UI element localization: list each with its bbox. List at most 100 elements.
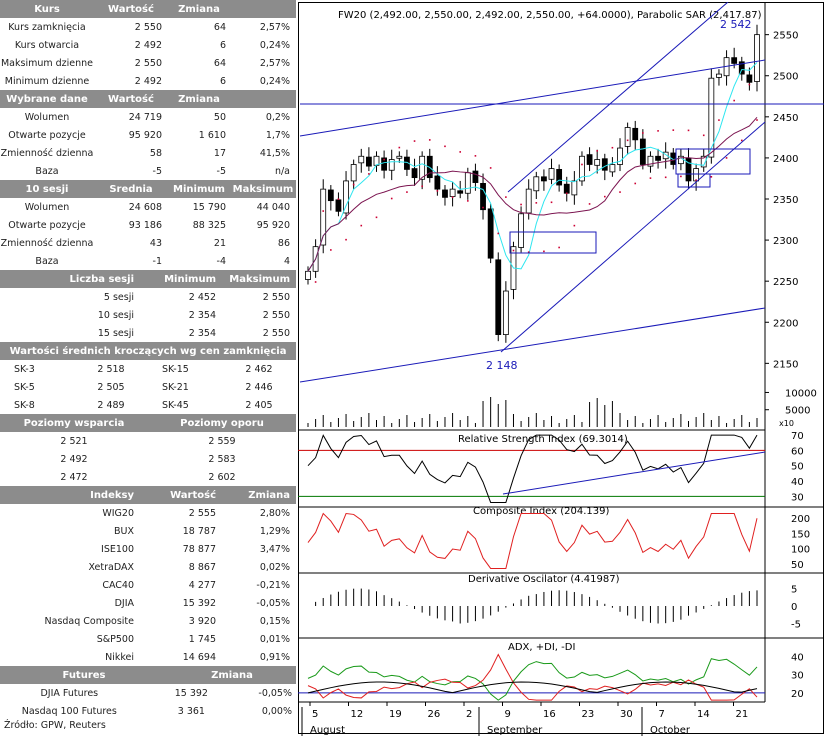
parabolic-sar-dot [360,224,363,227]
candle-body [632,127,639,141]
table-row: 10 sesji 2 354 2 550 [0,306,296,324]
chart-frame [298,2,824,734]
annotation-high: 2 542 [720,18,752,31]
header-cell: Minimum [173,183,225,195]
parabolic-sar-dot [482,206,484,209]
header-cell: Wartość [108,93,154,105]
table-cell: 2 489 [97,399,125,411]
table-row: 5 sesji 2 452 2 550 [0,288,296,306]
candle-body [708,77,715,158]
table-cell: 88 325 [192,219,226,231]
candle-body [343,180,349,214]
volume-scale-label: x10 [779,419,794,428]
rsi-trend-line [502,451,766,495]
table-cell: Otwarte pozycje [8,219,86,231]
header-cell: Futures [62,669,106,681]
parabolic-sar-dot [489,167,492,169]
parabolic-sar-dot [398,146,401,149]
parabolic-sar-dot [558,246,560,249]
parabolic-sar-dot [467,200,469,202]
parabolic-sar-dot [543,250,545,253]
parabolic-sar-dot [383,158,385,161]
table-cell: Maksimum dzienne [0,57,94,69]
candle-body [495,259,502,335]
candle-body [419,155,426,180]
table-header: Indeksy Wartość Zmiana [0,486,296,504]
x-tick-label: 21 [736,709,749,720]
table-cell: 2 492 [134,39,162,51]
parabolic-sar-dot [459,151,462,153]
table-header: Futures Zmiana [0,666,296,684]
header-cell: Poziomy wsparcia [23,417,125,429]
table-cell: Zmienność dzienna [0,147,94,159]
header-cell: Zmiana [211,669,253,681]
table-row: 2 521 2 559 [0,432,296,450]
parabolic-sar-dot [672,129,675,131]
rsi-line [307,434,758,503]
candle-body [388,159,395,171]
parabolic-sar-dot [345,238,347,241]
parabolic-sar-dot [756,119,758,121]
table-row: SK-3 2 518 SK-15 2 462 [0,360,296,378]
table-cell: 50 [213,111,226,123]
candle-body [571,180,578,196]
candle-body [556,169,563,186]
x-tick-label: 9 [505,709,511,720]
parabolic-sar-dot [634,182,637,185]
table-cell: SK-3 [14,363,35,375]
parabolic-sar-dot [695,179,697,181]
table-cell: 93 186 [128,219,162,231]
table-cell: 14 694 [182,651,216,663]
parabolic-sar-dot [428,139,431,141]
trend-line-upper [299,59,766,137]
table-cell: n/a [274,165,290,177]
rsi-tick-label: 50 [791,462,804,473]
table-cell: -5 [216,165,226,177]
x-tick-label: 16 [543,709,556,720]
candle-body [594,159,601,166]
adx-line [307,681,758,694]
table-cell: 2 550 [262,327,290,339]
candle-body [518,213,524,248]
header-cell: 10 sesji [25,183,69,195]
parabolic-sar-dot [413,140,416,142]
table-cell: 3 361 [177,705,205,717]
table-cell: Wolumen [24,201,70,213]
parabolic-sar-dot [474,155,477,157]
parabolic-sar-dot [375,216,378,219]
candle-body [358,155,365,164]
table-row: Nasdaq Composite 3 920 0,15% [0,612,296,630]
table-cell: 95 920 [256,219,290,231]
table-cell: 43 [149,237,162,249]
table-cell: 2 550 [262,291,290,303]
table-cell: 58 [149,147,162,159]
parabolic-sar-dot [565,192,568,195]
table-cell: 2,57% [259,57,290,69]
month-label: September [487,725,543,736]
parabolic-sar-dot [520,203,522,206]
x-tick-label: 7 [659,709,665,720]
parabolic-sar-dot [421,185,423,188]
composite-line [307,512,758,569]
candle-body [381,157,388,171]
parabolic-sar-dot [603,195,606,198]
adx-tick-label: 40 [791,653,804,664]
candle-body [464,172,471,194]
candle-body [754,34,760,82]
parabolic-sar-dot [702,134,705,137]
table-row: Wolumen 24 719 50 0,2% [0,108,296,126]
table-sesji10: 10 sesji Średnia Minimum Maksimum Wolumen 24 … [0,180,296,270]
table-cell: 2 550 [134,57,162,69]
derivative-tick-label: 0 [791,602,797,613]
table-cell: Otwarte pozycje [8,129,86,141]
parabolic-sar-dot [451,196,454,199]
table-cell: 24 719 [128,111,162,123]
parabolic-sar-dot [314,281,317,283]
candle-body [647,155,654,167]
volume-tick-label: 10000 [785,388,817,399]
table-cell: 2,57% [259,21,290,33]
minus-di-line [307,653,758,701]
month-label: October [650,725,691,736]
header-cell: Wartość [170,489,216,501]
table-cell: BUX [114,525,134,537]
